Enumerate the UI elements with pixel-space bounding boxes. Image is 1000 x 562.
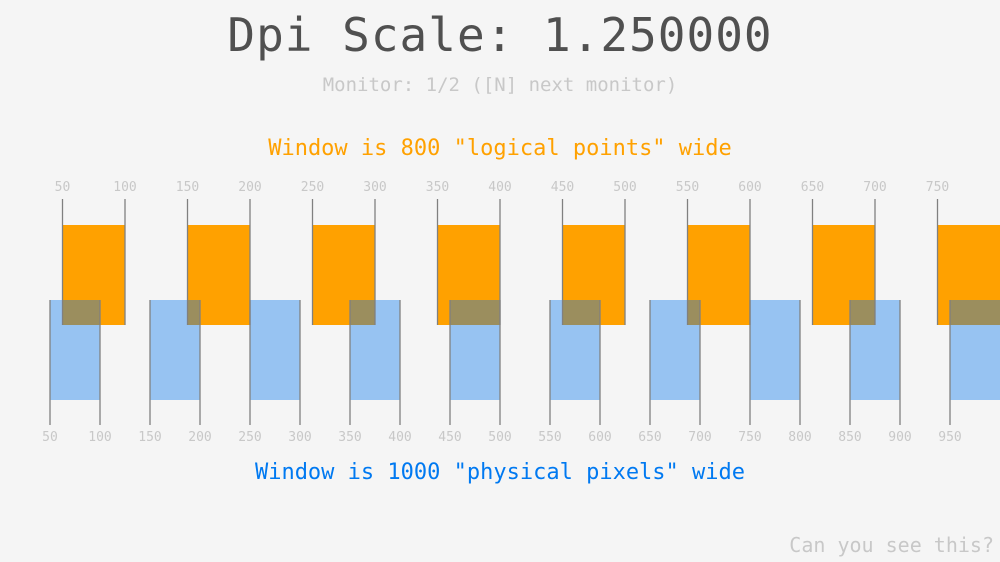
- logical-tick-label: 100: [113, 180, 136, 195]
- physical-tick-label: 850: [838, 430, 861, 445]
- physical-tick-label: 650: [638, 430, 661, 445]
- physical-tick-label: 900: [888, 430, 911, 445]
- dpi-scale-title: Dpi Scale: 1.250000: [227, 8, 773, 62]
- physical-tick-label: 600: [588, 430, 611, 445]
- logical-tick-label: 50: [55, 180, 71, 195]
- physical-pixels-caption: Window is 1000 "physical pixels" wide: [254, 460, 746, 485]
- overlap-block: [350, 300, 375, 325]
- logical-tick-label: 200: [238, 180, 261, 195]
- overlap-block: [187, 300, 200, 325]
- physical-tick-label: 550: [538, 430, 561, 445]
- overlap-block: [850, 300, 875, 325]
- logical-tick-label: 250: [301, 180, 324, 195]
- physical-tick-label: 800: [788, 430, 811, 445]
- overlap-block: [62, 300, 100, 325]
- overlap-block: [450, 300, 500, 325]
- physical-block: [750, 300, 800, 400]
- logical-tick-label: 450: [551, 180, 574, 195]
- logical-tick-label: 550: [676, 180, 699, 195]
- physical-tick-label: 750: [738, 430, 761, 445]
- physical-tick-label: 250: [238, 430, 261, 445]
- logical-tick-label: 600: [738, 180, 761, 195]
- logical-points-caption: Window is 800 "logical points" wide: [268, 136, 732, 161]
- overlap-block: [950, 300, 1000, 325]
- logical-tick-label: 750: [926, 180, 949, 195]
- logical-tick-label: 500: [613, 180, 636, 195]
- logical-tick-label: 400: [488, 180, 511, 195]
- monitor-info: Monitor: 1/2 ([N] next monitor): [322, 74, 678, 96]
- physical-tick-label: 100: [88, 430, 111, 445]
- physical-tick-label: 700: [688, 430, 711, 445]
- overlap-block: [562, 300, 600, 325]
- physical-tick-label: 400: [388, 430, 411, 445]
- physical-tick-label: 150: [138, 430, 161, 445]
- logical-tick-label: 300: [363, 180, 386, 195]
- physical-block: [250, 300, 300, 400]
- physical-tick-label: 450: [438, 430, 461, 445]
- physical-tick-label: 950: [938, 430, 961, 445]
- can-you-see-this-text: Can you see this?: [789, 533, 994, 557]
- overlap-block: [687, 300, 700, 325]
- logical-tick-label: 700: [863, 180, 886, 195]
- logical-tick-label: 350: [426, 180, 449, 195]
- physical-tick-label: 50: [42, 430, 58, 445]
- logical-tick-label: 650: [801, 180, 824, 195]
- logical-tick-label: 150: [176, 180, 199, 195]
- physical-tick-label: 200: [188, 430, 211, 445]
- physical-tick-label: 300: [288, 430, 311, 445]
- physical-tick-label: 500: [488, 430, 511, 445]
- physical-tick-label: 350: [338, 430, 361, 445]
